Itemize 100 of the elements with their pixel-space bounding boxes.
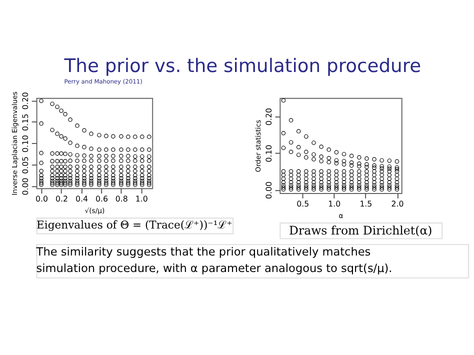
point [364,162,369,167]
point [126,176,130,180]
point [63,176,68,180]
point [304,169,308,174]
point [89,164,94,169]
point [50,128,54,132]
point [39,121,44,126]
point [342,180,346,185]
point [296,169,301,174]
point [97,176,102,180]
point [349,176,354,181]
point [296,183,301,188]
point [39,176,44,180]
point [304,185,308,190]
point [89,178,94,183]
point [140,182,144,187]
point [59,173,64,178]
point [50,164,54,169]
point [104,176,108,180]
point [146,173,152,178]
point [319,176,324,181]
point [357,187,362,192]
y-tick-label: 0.10 [20,134,30,152]
point [334,158,339,162]
point [89,176,94,180]
point [50,168,54,174]
point [63,164,68,169]
point [75,178,80,183]
x-tick-label: 1.0 [328,199,341,208]
point [304,155,308,160]
point [312,180,316,185]
point [380,169,384,174]
point [75,176,80,180]
point [342,152,346,156]
point [312,157,316,162]
point [59,168,64,174]
point [63,136,68,141]
point [97,132,102,138]
point [133,173,138,178]
point [372,176,376,181]
y-tick-label: 0.00 [20,178,30,196]
point [334,183,339,188]
point [55,164,60,169]
point [82,168,86,174]
point [288,180,294,185]
point [55,178,60,183]
point [349,160,354,165]
point [119,168,124,174]
point [126,154,130,158]
point [364,156,369,161]
point [319,144,324,149]
point [364,185,369,190]
point [111,158,116,163]
point [104,164,108,169]
point [50,176,54,180]
point [146,176,152,180]
point [133,158,138,163]
point [111,154,116,158]
point [312,172,316,178]
point [104,154,108,158]
point [119,158,124,163]
x-tick-label: 0.8 [115,194,128,204]
point [82,158,86,163]
point [380,187,384,192]
point [380,183,384,188]
point [326,172,331,178]
point [55,176,60,180]
x-tick-label: 0.6 [95,194,108,204]
point [372,157,376,162]
point [319,183,324,188]
point [68,176,72,180]
point [364,169,369,174]
point [304,150,308,154]
point [288,169,294,174]
point [146,134,152,139]
point [281,183,286,188]
point [342,187,346,192]
point [342,185,346,190]
point [59,151,64,156]
y-tick-label: 0.05 [20,156,30,174]
point [342,176,346,181]
point [119,134,124,138]
point [334,169,339,174]
point [82,182,86,187]
point [82,144,86,150]
point [288,150,294,154]
point [342,162,346,167]
point [59,164,64,169]
point [75,164,80,169]
point [357,183,362,188]
point [89,158,94,163]
point [387,169,392,174]
point [89,146,94,151]
x-tick-label: 0.5 [296,199,310,208]
point [126,173,130,178]
point [372,166,376,170]
point [50,173,54,178]
point [75,144,80,148]
point [357,162,362,166]
point [140,154,144,159]
